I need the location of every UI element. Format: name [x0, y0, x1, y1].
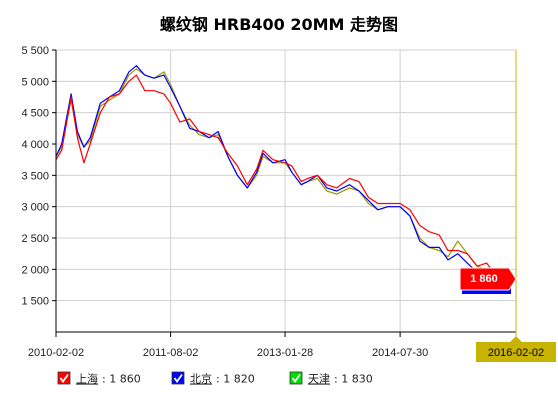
x-tick-label: 2013-01-28 — [257, 347, 313, 359]
legend-checkbox[interactable] — [289, 371, 303, 385]
x-tick-label: 2011-08-02 — [143, 347, 198, 359]
legend-item-beijing[interactable]: 北京 : 1 820 — [171, 371, 255, 386]
legend-value: : 1 830 — [334, 373, 373, 386]
axes — [55, 50, 517, 336]
grid — [55, 49, 516, 332]
y-tick-label: 1 500 — [21, 296, 49, 308]
current-value-text: 1 860 — [470, 273, 498, 285]
legend-value: : 1 820 — [216, 373, 255, 386]
y-tick-label: 3 500 — [21, 170, 49, 182]
y-tick-label: 4 500 — [21, 108, 49, 120]
y-tick-label: 3 000 — [21, 202, 49, 214]
x-end-label-text: 2016-02-02 — [488, 347, 544, 359]
check-icon — [291, 373, 301, 384]
x-tick-label: 2010-02-02 — [28, 347, 84, 359]
y-ticks: 5 500 5 000 4 500 4 000 3 500 3 000 2 500 2 000… — [21, 45, 56, 308]
x-ticks: 2010-02-02 2011-08-02 2013-01-28 2014-07-30 — [28, 332, 428, 359]
x-end-label-bg — [476, 336, 556, 362]
current-value-label-bg — [459, 267, 517, 291]
y-tick-label: 5 500 — [21, 45, 49, 57]
legend-item-shanghai[interactable]: 上海 : 1 860 — [57, 371, 141, 386]
series-line-shanghai — [55, 74, 517, 279]
check-icon — [59, 373, 69, 384]
legend-name: 天津 — [308, 373, 330, 386]
x-end-label: 2016-02-02 — [476, 336, 556, 362]
legend-value: : 1 860 — [102, 373, 141, 386]
legend-name: 上海 — [76, 372, 98, 386]
legend-checkbox[interactable] — [57, 371, 71, 385]
y-tick-label: 2 000 — [21, 264, 49, 276]
series-lines — [55, 65, 517, 289]
x-tick-label: 2014-07-30 — [372, 347, 428, 359]
series-line-beijing — [55, 65, 517, 289]
y-tick-label: 4 000 — [21, 139, 49, 151]
current-value-label: 1 860 — [459, 267, 517, 294]
legend-item-tianjin[interactable]: 天津 : 1 830 — [289, 371, 373, 386]
y-tick-label: 2 500 — [21, 233, 49, 245]
legend-name: 北京 — [190, 372, 212, 386]
y-tick-label: 5 000 — [21, 76, 49, 88]
legend-checkbox[interactable] — [171, 371, 185, 385]
legend: 上海 : 1 860 北京 : 1 820 天津 : 1 830 — [57, 371, 373, 386]
chart-title: 螺纹钢 HRB400 20MM 走势图 — [160, 15, 398, 34]
check-icon — [173, 373, 183, 384]
